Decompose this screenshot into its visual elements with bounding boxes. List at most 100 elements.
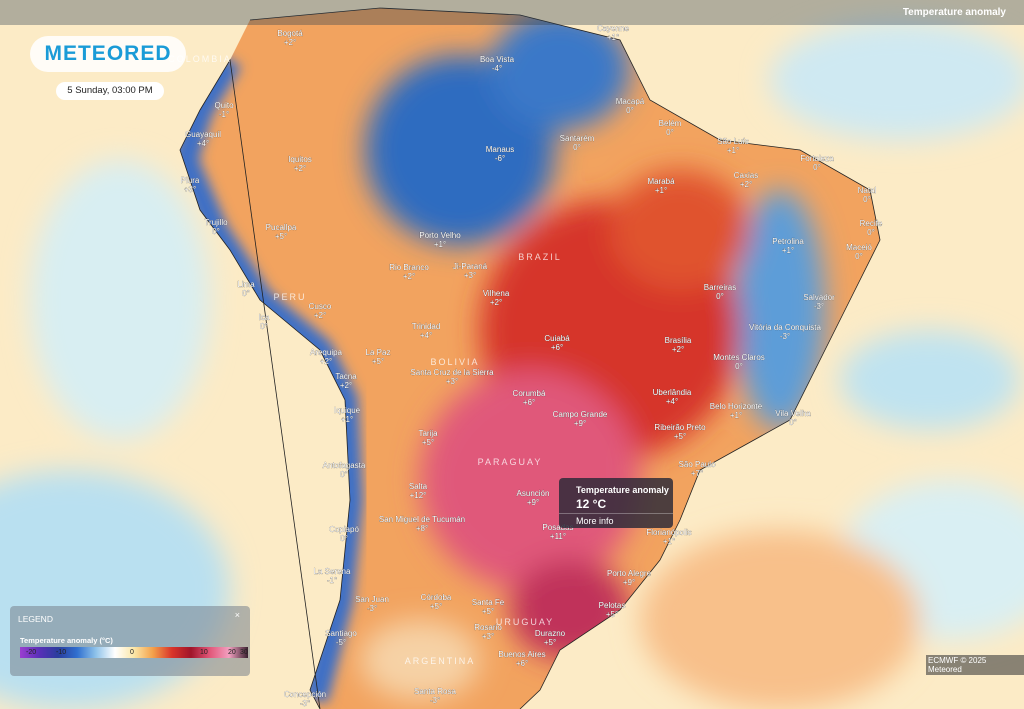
city-value: +3° — [184, 185, 196, 194]
city-value: 0° — [573, 143, 581, 152]
city-value: 0° — [735, 362, 743, 371]
top-bar — [0, 0, 1024, 25]
city-name: Caxias — [734, 171, 758, 180]
more-info-link[interactable]: More info — [559, 513, 673, 528]
city-value: +1° — [730, 411, 742, 420]
city-value: 0° — [626, 106, 634, 115]
city-value: -3° — [430, 696, 440, 705]
city-name: Guayaquil — [185, 130, 221, 139]
country-label: BRAZIL — [518, 252, 562, 262]
legend-tick: 0 — [130, 649, 134, 656]
city-value: +9° — [574, 419, 586, 428]
legend-tick: 30 — [240, 649, 248, 656]
city-name: Uberlândia — [653, 388, 692, 397]
legend-title: LEGEND — [18, 614, 53, 624]
city-name: Petrolina — [772, 237, 804, 246]
city-name: Lima — [237, 280, 255, 289]
city-name: Marabá — [647, 177, 675, 186]
tooltip-title: Temperature anomaly — [576, 485, 669, 495]
city-value: +2° — [490, 298, 502, 307]
tooltip-value: 12 °C — [576, 497, 607, 511]
city-value: +1° — [434, 240, 446, 249]
city-name: Trinidad — [412, 322, 441, 331]
city-name: Bogotá — [277, 29, 303, 38]
city-value: +12° — [410, 491, 427, 500]
city-value: 0° — [716, 292, 724, 301]
city-value: +2° — [294, 164, 306, 173]
city-value: +2° — [672, 345, 684, 354]
city-name: Manaus — [486, 145, 514, 154]
city-value: 0° — [666, 128, 674, 137]
city-value: -1° — [219, 110, 229, 119]
city-value: +9° — [623, 578, 635, 587]
city-name: Belém — [659, 119, 682, 128]
city-value: +7° — [691, 469, 703, 478]
city-value: +6° — [523, 398, 535, 407]
city-name: Pelotas — [599, 601, 626, 610]
city-name: Recife — [860, 219, 883, 228]
city-value: +5° — [430, 602, 442, 611]
city-value: 0° — [813, 163, 821, 172]
city-value: -3° — [780, 332, 790, 341]
city-value: 0° — [789, 418, 797, 427]
legend-tick: -20 — [26, 649, 37, 656]
city-name: Fortaleza — [800, 154, 834, 163]
city-name: Rosario — [474, 623, 502, 632]
city-name: Belo Horizonte — [710, 402, 763, 411]
city-name: Iquique — [334, 406, 361, 415]
legend-close[interactable]: × — [234, 610, 240, 620]
city-name: Porto Velho — [419, 231, 461, 240]
city-value: +1° — [727, 146, 739, 155]
city-value: 0° — [855, 252, 863, 261]
city-name: São Luís — [717, 137, 749, 146]
city-name: Pucallpa — [266, 223, 297, 232]
city-value: +11° — [550, 532, 566, 541]
city-value: -3° — [367, 604, 377, 613]
city-name: Florianópolis — [646, 528, 691, 537]
city-name: Santa Cruz de la Sierra — [410, 368, 494, 377]
city-name: Campo Grande — [553, 410, 608, 419]
city-value: 0° — [260, 322, 268, 331]
city-name: Córdoba — [421, 593, 452, 602]
city-value: 0° — [863, 195, 871, 204]
city-value: +5° — [544, 638, 556, 647]
city-value: +4° — [420, 331, 432, 340]
city-name: Montes Claros — [713, 353, 765, 362]
city-value: 0° — [340, 534, 348, 543]
city-value: +5° — [422, 438, 434, 447]
city-name: Rio Branco — [389, 263, 429, 272]
city-name: Trujillo — [204, 218, 228, 227]
city-name: Macapá — [616, 97, 645, 106]
city-value: 0° — [242, 289, 250, 298]
legend-tick: -10 — [56, 649, 67, 656]
city-name: La Paz — [366, 348, 391, 357]
city-name: Durazno — [535, 629, 566, 638]
city-value: +2° — [740, 180, 752, 189]
city-name: La Serena — [314, 567, 351, 576]
city-name: Ica — [259, 313, 270, 322]
city-name: Arequipa — [310, 348, 343, 357]
country-label: COLOMBIA — [168, 54, 232, 64]
city-name: São Paulo — [679, 460, 716, 469]
city-value: +6° — [551, 343, 563, 352]
coastline — [179, 7, 881, 709]
city-value: +1° — [341, 415, 353, 424]
legend: LEGEND × Temperature anomaly (°C) -20 -10… — [10, 606, 250, 676]
city-value: +6° — [516, 659, 528, 668]
city-value: +3° — [464, 271, 476, 280]
city-value: +1° — [663, 537, 675, 546]
city-value: +2° — [403, 272, 415, 281]
city-value: +5° — [275, 232, 287, 241]
city-name: Brasília — [665, 336, 692, 345]
city-name: Tarija — [418, 429, 438, 438]
layer-name[interactable]: Temperature anomaly — [902, 7, 1006, 18]
city-value: 0° — [867, 228, 875, 237]
city-name: Corumbá — [513, 389, 546, 398]
city-name: Santarém — [560, 134, 595, 143]
city-value: +5° — [372, 357, 384, 366]
logo[interactable]: METEORED — [30, 36, 186, 72]
city-name: Cusco — [309, 302, 332, 311]
city-name: Cuiabá — [544, 334, 570, 343]
city-value: +5° — [482, 607, 494, 616]
city-value: 0° — [340, 470, 348, 479]
